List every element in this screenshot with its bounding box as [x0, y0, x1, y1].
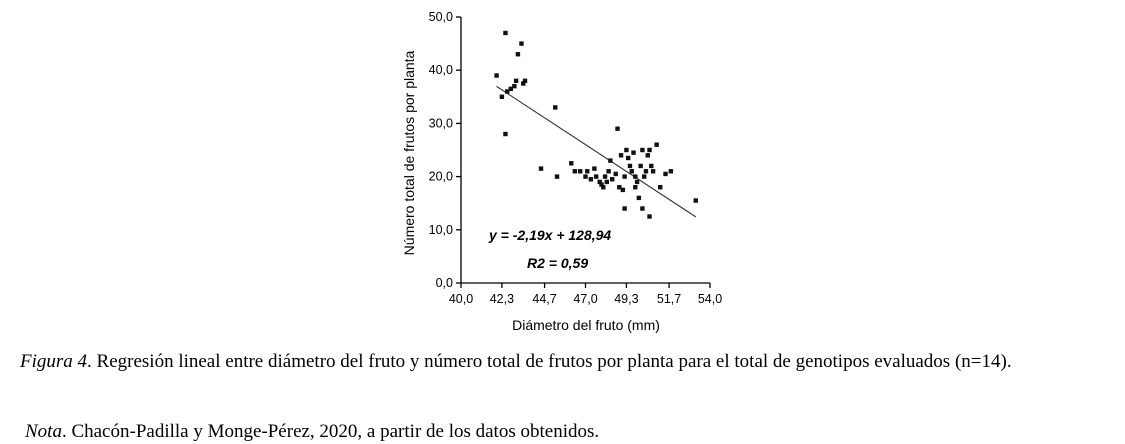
data-point	[522, 78, 528, 84]
x-tick-label: 42,3	[490, 292, 514, 306]
data-point	[633, 185, 638, 190]
data-point	[512, 83, 517, 89]
data-point	[499, 94, 505, 99]
data-point	[597, 179, 602, 185]
regression-equation: y = -2,19x + 128,94	[488, 227, 611, 243]
figure-caption-text: . Regresión lineal entre diámetro del fr…	[87, 351, 1012, 372]
r-squared-label: R2 = 0,59	[527, 255, 588, 271]
data-point	[505, 89, 510, 94]
data-point	[569, 161, 574, 166]
x-tick-label: 44,7	[532, 292, 556, 306]
y-tick-label: 0,0	[436, 276, 453, 290]
data-point	[622, 206, 627, 211]
x-tick-label: 49,3	[614, 292, 638, 306]
data-point	[583, 174, 588, 179]
data-point	[625, 155, 631, 161]
plot-area: 0,0 10,0 20,0 30,0 40,0 50,0 40,0 42,3 44,7 47,0 4…	[429, 10, 723, 306]
data-point	[494, 73, 499, 78]
data-point	[643, 169, 649, 174]
regression-line	[496, 85, 697, 218]
x-tick-label: 47,0	[573, 292, 597, 306]
data-point	[613, 171, 618, 177]
data-point	[634, 179, 640, 185]
data-point	[622, 174, 627, 179]
data-point	[627, 163, 633, 169]
x-tick-label: 40,0	[449, 292, 473, 306]
data-point	[640, 147, 645, 153]
data-point	[602, 174, 608, 179]
y-tick-label: 30,0	[429, 116, 453, 130]
data-point	[624, 147, 629, 153]
data-point	[503, 30, 508, 36]
data-point	[618, 153, 624, 158]
data-point	[631, 150, 636, 155]
figure-label: Figura 4	[20, 351, 88, 372]
data-point	[693, 198, 698, 203]
x-tick-label: 54,0	[698, 292, 722, 306]
data-point	[592, 166, 597, 171]
data-point	[633, 174, 638, 179]
data-point	[513, 78, 519, 84]
data-point	[593, 174, 599, 179]
data-point	[599, 182, 604, 187]
figure-caption: Figura 4. Regresión lineal entre diámetr…	[20, 350, 1108, 374]
data-point	[641, 174, 647, 179]
x-axis-title: Diámetro del fruto (mm)	[512, 317, 660, 333]
data-point	[519, 41, 524, 46]
data-point	[636, 195, 642, 201]
data-point	[647, 214, 652, 219]
y-tick-label: 20,0	[429, 170, 453, 184]
data-point	[658, 185, 663, 190]
data-point	[617, 185, 622, 190]
data-point	[553, 105, 558, 110]
data-point	[577, 169, 583, 174]
y-tick-label: 50,0	[429, 10, 453, 24]
data-point	[588, 177, 594, 182]
data-point	[620, 187, 626, 193]
data-point	[650, 169, 656, 174]
data-point	[515, 52, 521, 57]
x-tick-label: 51,7	[657, 292, 681, 306]
note-text: . Chacón-Padilla y Monge-Pérez, 2020, a …	[61, 421, 600, 442]
data-point	[508, 86, 513, 92]
data-point	[608, 158, 613, 163]
data-point	[615, 126, 620, 131]
data-point	[538, 166, 544, 171]
data-point	[585, 169, 590, 174]
data-point	[645, 153, 650, 158]
data-point	[609, 177, 615, 182]
data-point	[601, 185, 606, 190]
data-point	[554, 174, 560, 179]
data-point	[521, 81, 526, 86]
data-point	[640, 206, 645, 211]
data-point	[649, 163, 654, 169]
data-point	[663, 171, 668, 177]
data-point	[606, 169, 611, 174]
note-label: Nota	[25, 421, 62, 442]
scatter-chart: 0,0 10,0 20,0 30,0 40,0 50,0 40,0 42,3 44,7 47,0 4…	[401, 10, 723, 333]
data-point	[604, 179, 610, 185]
data-point	[638, 163, 643, 169]
data-point	[647, 147, 652, 153]
data-point	[629, 169, 634, 174]
data-point	[668, 169, 674, 174]
y-axis-title: Número total de frutos por planta	[401, 50, 417, 255]
figure-note: Nota. Chacón-Padilla y Monge-Pérez, 2020…	[25, 420, 1113, 444]
data-point	[654, 142, 659, 147]
data-point	[572, 169, 578, 174]
y-tick-label: 10,0	[429, 223, 453, 237]
y-tick-label: 40,0	[429, 63, 453, 77]
data-point	[503, 131, 508, 137]
